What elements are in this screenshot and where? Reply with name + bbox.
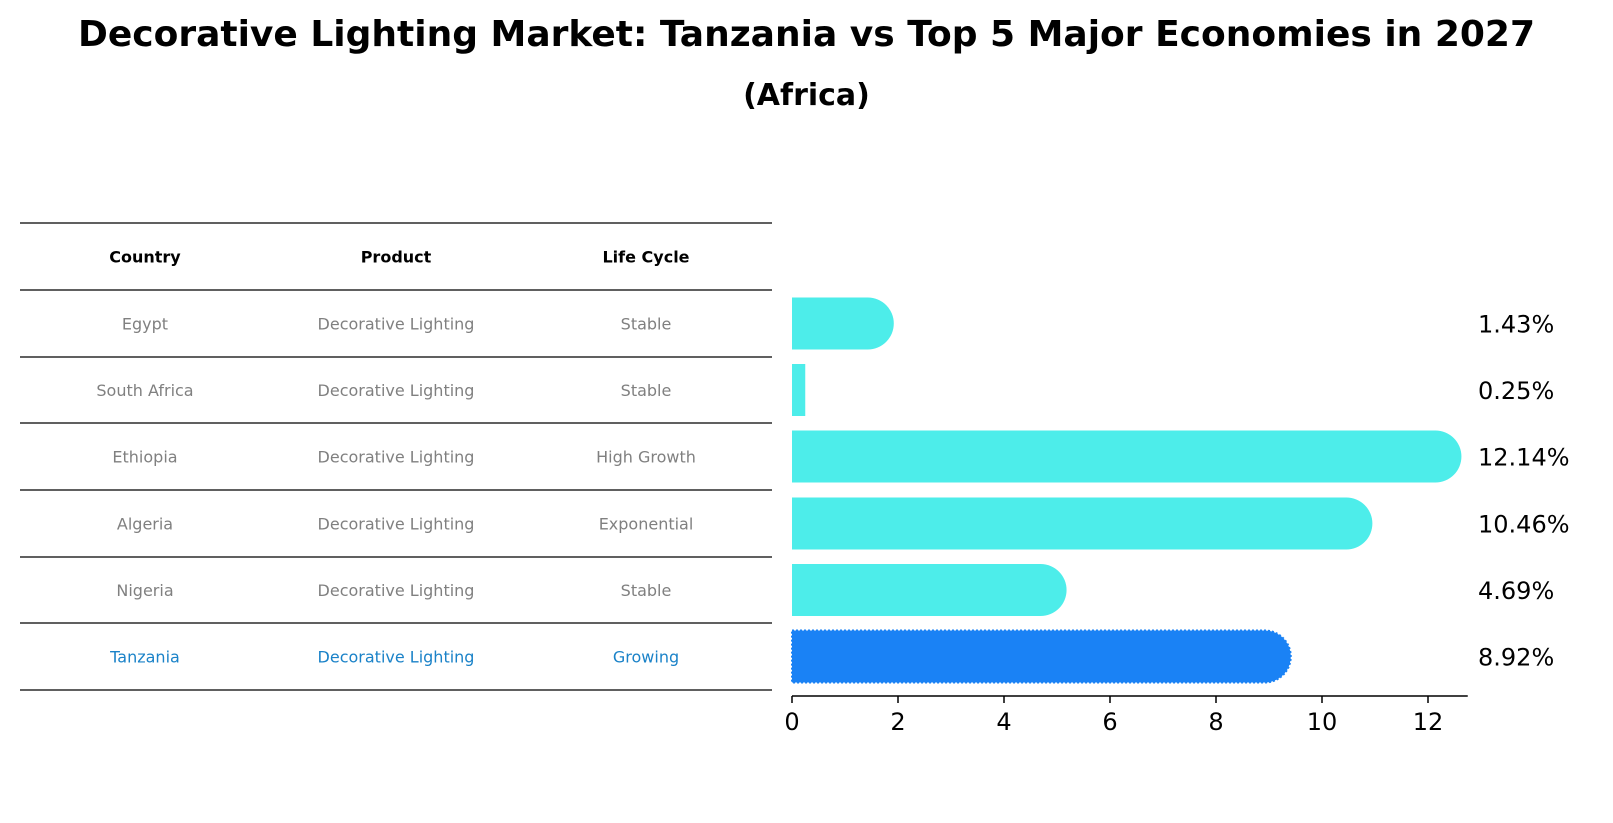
- table-cell: Algeria: [117, 515, 173, 534]
- table-cell: Decorative Lighting: [318, 448, 475, 467]
- table-header-life-cycle: Life Cycle: [602, 248, 689, 267]
- x-tick-label: 8: [1208, 708, 1223, 736]
- table-cell: Tanzania: [109, 648, 180, 667]
- x-tick-label: 2: [890, 708, 905, 736]
- data-label-nigeria: 4.69%: [1478, 577, 1554, 605]
- x-tick-label: 4: [996, 708, 1011, 736]
- table-cell: Decorative Lighting: [318, 648, 475, 667]
- x-tick-label: 0: [784, 708, 799, 736]
- table-cell: Egypt: [122, 315, 168, 334]
- table-header-product: Product: [361, 248, 432, 267]
- data-label-south-africa: 0.25%: [1478, 377, 1554, 405]
- x-tick-label: 6: [1102, 708, 1117, 736]
- table-cell: Stable: [621, 315, 672, 334]
- table-cell: High Growth: [596, 448, 696, 467]
- table-cell: Decorative Lighting: [318, 581, 475, 600]
- data-label-algeria: 10.46%: [1478, 511, 1570, 539]
- table-cell: Decorative Lighting: [318, 381, 475, 400]
- table-header-country: Country: [109, 248, 181, 267]
- table-cell: Stable: [621, 581, 672, 600]
- bar-south-africa: [792, 364, 806, 416]
- table-cell: Nigeria: [116, 581, 173, 600]
- data-label-tanzania: 8.92%: [1478, 644, 1554, 672]
- bar-algeria: [792, 497, 1373, 550]
- table-cell: Decorative Lighting: [318, 515, 475, 534]
- bar-tanzania: [791, 629, 1292, 684]
- data-label-egypt: 1.43%: [1478, 311, 1554, 339]
- table-cell: Exponential: [599, 515, 694, 534]
- table-cell: South Africa: [96, 381, 193, 400]
- table-cell: Ethiopia: [112, 448, 177, 467]
- table-cell: Growing: [613, 648, 679, 667]
- bar-egypt: [792, 297, 894, 350]
- data-label-ethiopia: 12.14%: [1478, 444, 1570, 472]
- x-tick-label: 12: [1413, 708, 1444, 736]
- chart-subtitle: (Africa): [743, 78, 870, 113]
- bar-ethiopia: [792, 430, 1462, 483]
- bar-nigeria: [792, 564, 1067, 616]
- chart-title: Decorative Lighting Market: Tanzania vs …: [77, 14, 1536, 55]
- x-tick-label: 10: [1307, 708, 1338, 736]
- table-cell: Decorative Lighting: [318, 315, 475, 334]
- table-cell: Stable: [621, 381, 672, 400]
